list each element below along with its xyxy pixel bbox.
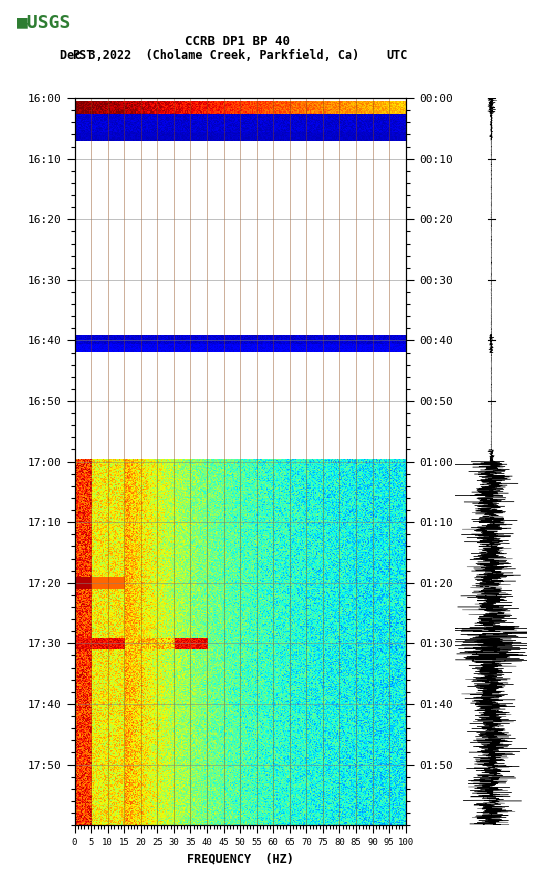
Text: CCRB DP1 BP 40: CCRB DP1 BP 40 [185,36,290,48]
Text: Dec 3,2022  (Cholame Creek, Parkfield, Ca): Dec 3,2022 (Cholame Creek, Parkfield, Ca… [60,49,359,62]
X-axis label: FREQUENCY  (HZ): FREQUENCY (HZ) [187,853,294,866]
Text: PST: PST [72,49,93,62]
Text: ■USGS: ■USGS [17,13,71,31]
Text: UTC: UTC [387,49,408,62]
